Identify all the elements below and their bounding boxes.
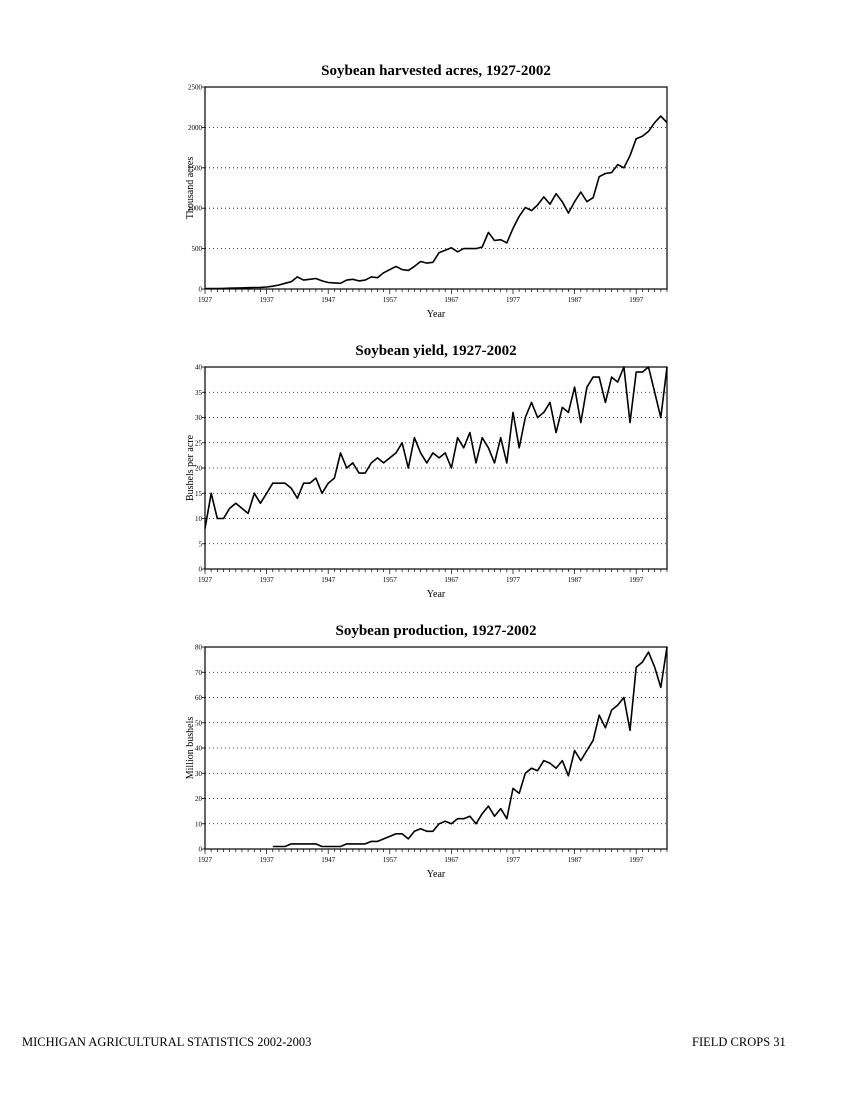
chart-svg-1: Soybean yield, 1927-2002 0 5 10 15 20 25 30 35 40… <box>185 343 668 600</box>
x-tick-label: 1947 <box>321 856 336 864</box>
x-tick-label: 1947 <box>321 296 336 304</box>
y-tick-label: 15 <box>195 490 203 498</box>
y-tick-label: 40 <box>195 364 203 372</box>
plot-frame <box>204 86 668 290</box>
y-tick-label: 1000 <box>188 205 203 213</box>
x-tick-label: 1967 <box>444 856 459 864</box>
x-tick-label: 1927 <box>198 576 213 584</box>
x-tick-label: 1967 <box>444 296 459 304</box>
y-tick-label: 5 <box>199 540 203 548</box>
plot-frame <box>204 646 668 850</box>
y-tick-label: 35 <box>195 389 203 397</box>
x-tick-label: 1997 <box>629 576 644 584</box>
x-tick-label: 1977 <box>506 576 521 584</box>
footer-right: FIELD CROPS 31 <box>692 1035 786 1049</box>
x-tick-label: 1957 <box>383 296 398 304</box>
x-tick-label: 1947 <box>321 576 336 584</box>
y-tick-label: 80 <box>195 644 203 652</box>
chart-production: Soybean production, 1927-2002 0 10 20 30 40 50… <box>0 615 850 890</box>
series-line <box>272 646 668 848</box>
y-tick-label: 1500 <box>188 164 203 172</box>
chart-svg-2: Soybean production, 1927-2002 0 10 20 30 40 50… <box>185 623 668 880</box>
x-tick-label: 1997 <box>629 856 644 864</box>
y-tick-label: 0 <box>199 286 203 294</box>
y-tick-label: 70 <box>195 669 203 677</box>
y-tick-label: 25 <box>195 439 203 447</box>
y-tick-label: 30 <box>195 770 203 778</box>
x-axis-label: Year <box>427 309 446 320</box>
y-tick-label: 0 <box>199 846 203 854</box>
x-tick-label: 1987 <box>568 856 583 864</box>
chart-title: Soybean harvested acres, 1927-2002 <box>321 63 551 79</box>
y-tick-label: 10 <box>195 820 203 828</box>
x-tick-label: 1997 <box>629 296 644 304</box>
y-tick-label: 20 <box>195 795 203 803</box>
y-tick-label: 2500 <box>188 84 203 92</box>
x-tick-label: 1927 <box>198 856 213 864</box>
y-axis-label: Thousand acres <box>185 157 196 220</box>
x-tick-label: 1937 <box>260 296 275 304</box>
chart-title: Soybean production, 1927-2002 <box>335 623 536 639</box>
chart-yield: Soybean yield, 1927-2002 0 5 10 15 20 25 30 35 40… <box>0 335 850 610</box>
y-tick-label: 10 <box>195 515 203 523</box>
x-tick-label: 1977 <box>506 296 521 304</box>
x-tick-label: 1977 <box>506 856 521 864</box>
y-tick-label: 2000 <box>188 124 203 132</box>
plot-frame <box>204 366 668 570</box>
x-tick-label: 1927 <box>198 296 213 304</box>
y-axis-label: Bushels per acre <box>185 434 196 501</box>
x-axis-label: Year <box>427 589 446 600</box>
x-tick-label: 1987 <box>568 296 583 304</box>
x-tick-label: 1937 <box>260 856 275 864</box>
y-tick-label: 40 <box>195 745 203 753</box>
chart-harvested-acres: Soybean harvested acres, 1927-2002 0 500 10… <box>0 55 850 330</box>
y-tick-label: 30 <box>195 414 203 422</box>
x-tick-label: 1957 <box>383 576 398 584</box>
x-axis-label: Year <box>427 869 446 880</box>
footer-left: MICHIGAN AGRICULTURAL STATISTICS 2002-20… <box>22 1035 312 1049</box>
series-line <box>205 115 668 290</box>
x-tick-label: 1957 <box>383 856 398 864</box>
series-line <box>204 366 668 529</box>
y-tick-label: 20 <box>195 465 203 473</box>
x-tick-label: 1967 <box>444 576 459 584</box>
x-tick-label: 1937 <box>260 576 275 584</box>
x-tick-label: 1987 <box>568 576 583 584</box>
y-tick-label: 60 <box>195 694 203 702</box>
y-tick-label: 500 <box>192 245 203 253</box>
chart-svg-0: Soybean harvested acres, 1927-2002 0 500 10… <box>185 63 668 320</box>
y-tick-label: 0 <box>199 566 203 574</box>
y-axis-label: Million bushels <box>185 717 196 780</box>
y-tick-label: 50 <box>195 719 203 727</box>
chart-title: Soybean yield, 1927-2002 <box>355 343 516 359</box>
